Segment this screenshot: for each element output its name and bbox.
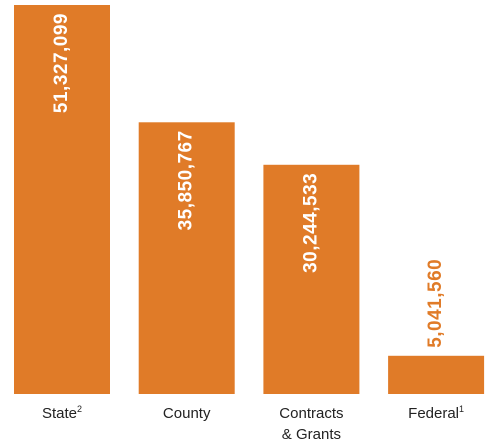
x-tick-label-line: & Grants [282, 426, 341, 443]
x-tick-label-text: County [163, 405, 211, 422]
bar [263, 164, 360, 394]
bar [138, 122, 235, 394]
x-tick-label: State2 [42, 404, 82, 422]
value-label: 5,041,560 [425, 259, 446, 348]
x-tick-label-text: State [42, 405, 77, 422]
x-tick-label-text: Federal [408, 405, 459, 422]
footnote-mark: 1 [459, 404, 464, 414]
value-label: 30,244,533 [300, 173, 321, 273]
x-tick-label-line: Contracts [279, 405, 343, 422]
x-tick-label: Contracts & Grants [279, 405, 343, 443]
footnote-mark: 2 [77, 404, 82, 414]
x-tick-label: County [163, 405, 211, 422]
bar [14, 5, 110, 394]
x-tick-label: Federal1 [408, 404, 464, 422]
value-label: 51,327,099 [51, 13, 72, 113]
bar [388, 355, 485, 394]
value-label: 35,850,767 [176, 130, 197, 230]
